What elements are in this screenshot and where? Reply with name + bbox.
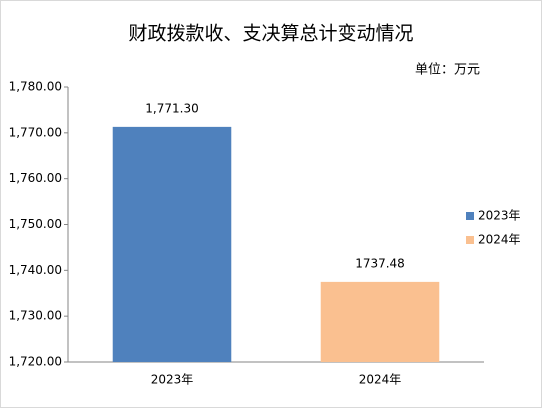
legend-label: 2024年 — [478, 233, 521, 247]
y-tick-label: 1,760.00 — [9, 171, 62, 185]
chart-subtitle: 单位：万元 — [415, 63, 480, 78]
data-label: 1737.48 — [355, 256, 405, 270]
y-tick-label: 1,740.00 — [9, 263, 62, 277]
y-tick-label: 1,750.00 — [9, 217, 62, 231]
legend-swatch — [466, 236, 474, 244]
y-tick-label: 1,730.00 — [9, 309, 62, 323]
y-tick-label: 1,720.00 — [9, 355, 62, 369]
legend-swatch — [466, 212, 474, 220]
data-label: 1,771.30 — [145, 101, 198, 115]
legend-label: 2023年 — [478, 209, 521, 223]
bar — [320, 281, 440, 362]
y-tick-label: 1,770.00 — [9, 125, 62, 139]
x-tick-label: 2023年 — [151, 373, 194, 387]
chart-title: 财政拨款收、支决算总计变动情况 — [128, 23, 413, 45]
y-tick-label: 1,780.00 — [9, 80, 62, 94]
bar — [112, 126, 232, 362]
x-tick-label: 2024年 — [359, 373, 402, 387]
